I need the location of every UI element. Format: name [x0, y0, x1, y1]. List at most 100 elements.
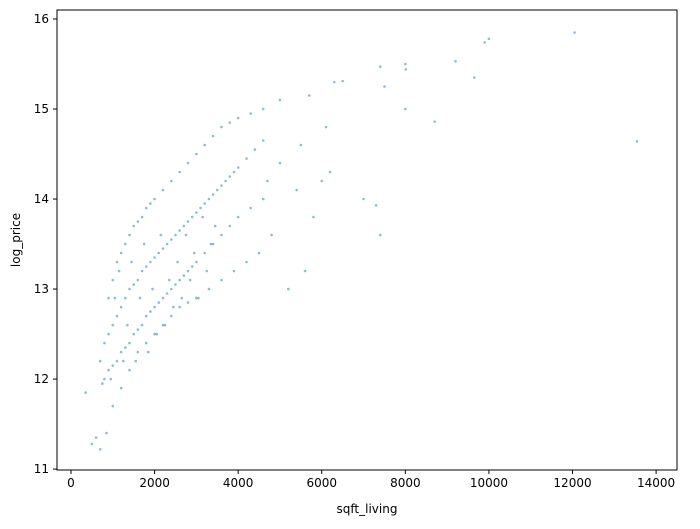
point — [573, 31, 576, 34]
point — [159, 233, 163, 237]
point — [178, 278, 181, 282]
point — [98, 359, 102, 363]
point — [332, 80, 336, 84]
point — [211, 193, 215, 196]
point — [236, 116, 240, 120]
point — [90, 442, 94, 446]
point — [203, 143, 207, 147]
point — [261, 197, 265, 201]
point — [124, 346, 127, 349]
point — [207, 197, 211, 201]
point — [378, 65, 382, 69]
point — [249, 206, 253, 210]
point — [170, 238, 173, 241]
point — [107, 296, 110, 300]
point — [278, 161, 282, 165]
point — [312, 215, 315, 219]
point — [195, 211, 198, 214]
point — [144, 341, 148, 345]
point — [232, 170, 236, 174]
point — [487, 37, 491, 41]
point — [404, 107, 407, 111]
point — [119, 350, 123, 354]
point — [299, 143, 303, 147]
plot-frame — [56, 9, 678, 471]
point — [174, 283, 177, 286]
point — [109, 377, 113, 381]
point — [184, 233, 188, 237]
point — [178, 305, 181, 309]
point — [163, 323, 167, 327]
point — [111, 364, 115, 367]
x-tick-label: 4000 — [223, 476, 254, 490]
point — [170, 287, 173, 291]
point — [140, 269, 144, 273]
point — [157, 301, 161, 304]
x-tick-label: 10000 — [470, 476, 508, 490]
point — [232, 269, 236, 273]
point — [94, 436, 98, 439]
point — [149, 310, 152, 313]
point — [138, 296, 142, 300]
point — [195, 152, 198, 156]
point — [190, 215, 194, 219]
point — [228, 175, 232, 178]
point — [404, 68, 408, 71]
x-tick-label: 0 — [67, 476, 75, 490]
point — [119, 305, 123, 309]
point — [195, 296, 198, 300]
point — [144, 314, 148, 318]
point — [170, 314, 173, 318]
point — [101, 382, 104, 385]
point — [144, 206, 148, 210]
y-tick-label: 16 — [34, 12, 49, 26]
point — [215, 188, 219, 192]
x-tick-label: 6000 — [306, 476, 337, 490]
y-tick-label: 15 — [34, 102, 49, 116]
point — [270, 233, 273, 237]
point — [132, 332, 135, 336]
point — [153, 305, 156, 309]
point — [180, 296, 184, 300]
point — [228, 121, 232, 124]
point — [205, 269, 209, 273]
point — [404, 62, 407, 66]
point — [170, 179, 173, 183]
point — [113, 296, 117, 300]
point — [207, 287, 211, 291]
point — [136, 220, 140, 223]
point — [167, 278, 171, 282]
point — [195, 260, 198, 264]
point — [213, 224, 217, 228]
point — [153, 197, 156, 201]
point — [124, 296, 127, 300]
point — [211, 134, 215, 138]
x-tick-label: 12000 — [553, 476, 591, 490]
point — [201, 215, 204, 219]
point — [157, 251, 161, 255]
point — [111, 278, 115, 282]
point — [161, 188, 165, 192]
y-axis-label: log_price — [9, 213, 23, 267]
point — [132, 283, 135, 286]
point — [107, 368, 110, 372]
point — [155, 332, 158, 336]
point — [128, 341, 131, 345]
point — [324, 125, 328, 129]
point — [287, 287, 290, 291]
point — [320, 179, 324, 183]
point — [186, 301, 190, 304]
point — [130, 260, 133, 264]
point — [140, 323, 144, 327]
point — [236, 215, 240, 219]
point — [203, 202, 207, 205]
point — [224, 179, 227, 183]
point — [111, 404, 115, 408]
point — [165, 242, 169, 246]
point — [186, 161, 190, 165]
point — [307, 94, 311, 97]
point — [136, 278, 140, 282]
point — [266, 179, 269, 183]
